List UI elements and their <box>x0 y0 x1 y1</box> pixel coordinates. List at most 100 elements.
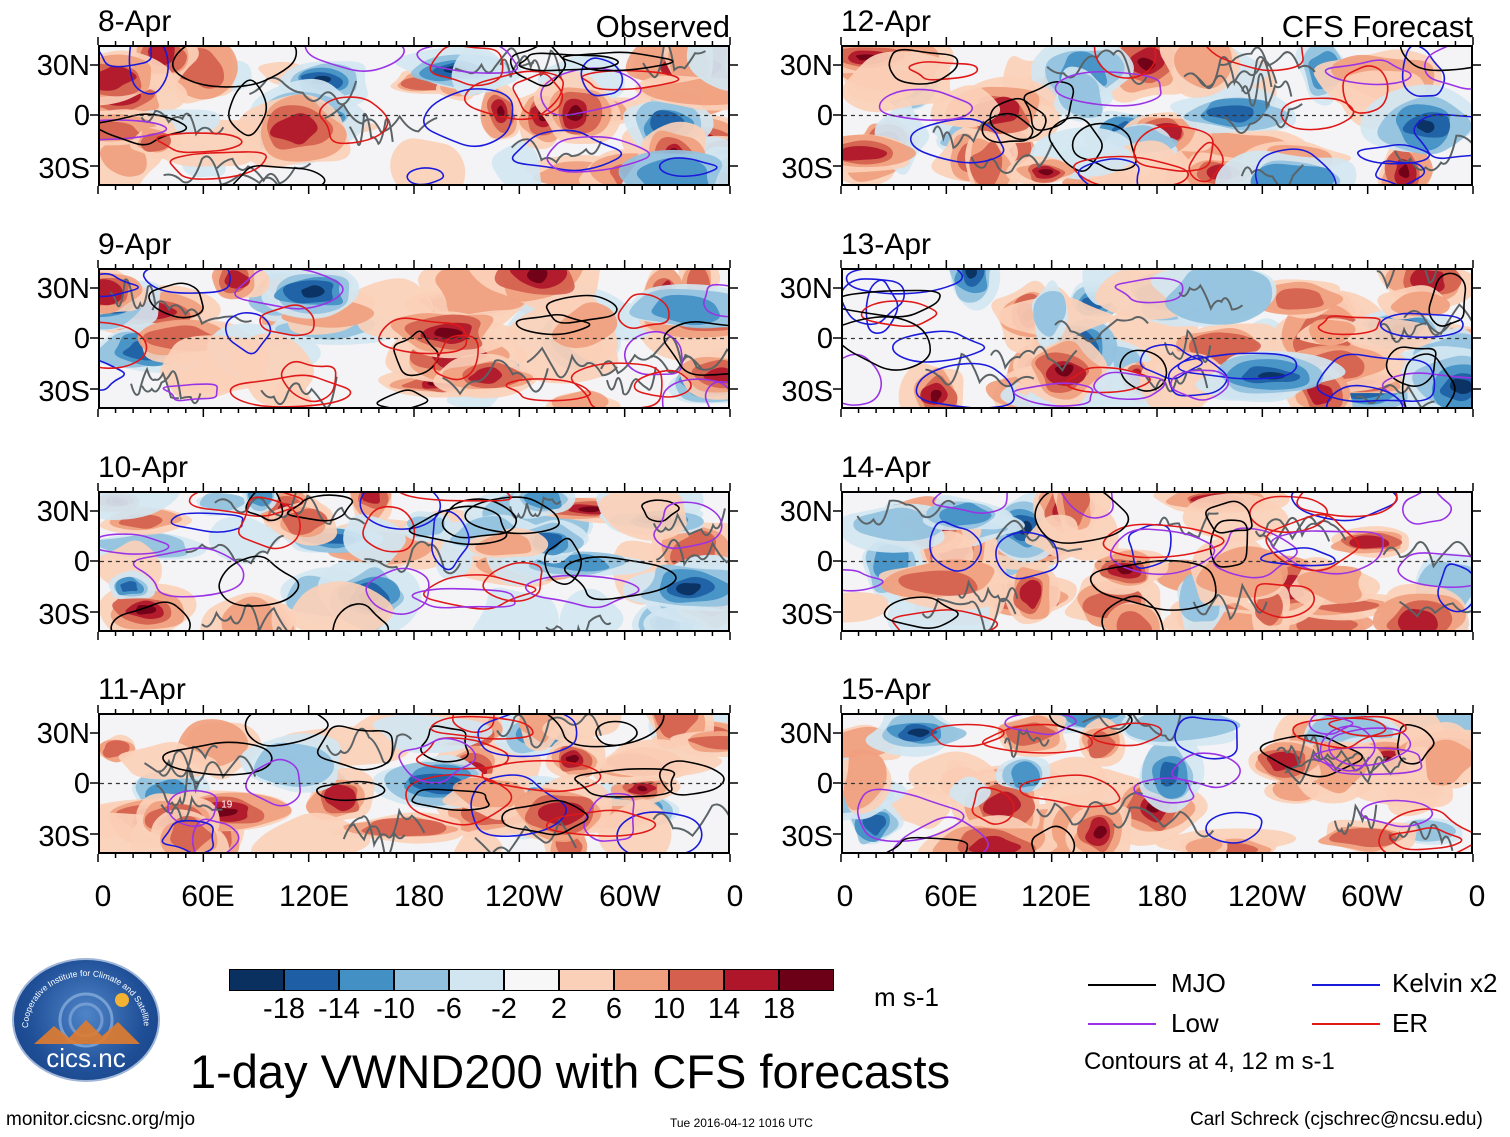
positive-anomaly-contour <box>475 533 532 556</box>
positive-anomaly-contour <box>542 715 622 742</box>
coastline <box>1219 47 1316 73</box>
kelvin-contour <box>423 88 514 148</box>
colorbar-tick-label: -6 <box>436 993 462 1025</box>
coastline <box>348 112 394 147</box>
lon-label: 180 <box>393 880 445 913</box>
positive-anomaly-contour <box>596 739 723 778</box>
coastline <box>1333 803 1378 835</box>
positive-anomaly-contour <box>170 815 212 852</box>
coastline <box>1240 164 1304 184</box>
mjo-contour <box>515 313 591 336</box>
mjo-contour <box>843 289 941 318</box>
legend-label-mjo: MJO <box>1171 968 1226 998</box>
er-contour <box>1092 722 1163 747</box>
low-contour <box>653 501 723 550</box>
lat-label: 0 <box>73 546 90 578</box>
low-contour <box>1171 752 1241 789</box>
colorbar-tick-label: -2 <box>491 993 517 1025</box>
map-panel <box>841 268 1473 409</box>
kelvin-contour <box>1254 148 1337 184</box>
positive-anomaly-contour <box>282 508 328 536</box>
lat-label: 0 <box>816 323 833 355</box>
colorbar-units: m s-1 <box>874 982 939 1012</box>
mjo-contour <box>888 48 959 85</box>
coastline <box>957 579 1019 603</box>
cicsnc-logo: Cooperative Institute for Climate and Sa… <box>12 958 160 1082</box>
low-contour <box>661 378 728 407</box>
negative-anomaly-contour <box>120 581 138 592</box>
footer-author: Carl Schreck (cjschrec@ncsu.edu) <box>1190 1109 1483 1130</box>
mjo-contour <box>1259 734 1364 778</box>
lon-label: 60W <box>1341 880 1403 913</box>
positive-anomaly-contour <box>1116 565 1134 575</box>
vwnd-field: 19 <box>100 715 728 852</box>
er-contour <box>1328 715 1407 738</box>
kelvin-contour <box>161 819 215 852</box>
positive-anomaly-contour <box>1275 288 1324 310</box>
er-contour <box>1317 315 1381 336</box>
colorbar-segment <box>449 969 504 991</box>
negative-anomaly-contour <box>1206 105 1254 123</box>
coastline <box>1191 55 1278 90</box>
coastline <box>925 352 1035 388</box>
colorbar-tick-label: -18 <box>263 993 305 1025</box>
lon-label: 0 <box>94 880 112 913</box>
er-contour <box>971 786 1015 825</box>
er-contour <box>481 759 602 793</box>
kelvin-contour <box>470 774 567 838</box>
er-contour <box>429 47 504 87</box>
positive-anomaly-contour <box>578 506 602 513</box>
colorbar-tick-label: 10 <box>652 993 686 1025</box>
lon-label: 0 <box>836 880 854 913</box>
legend-label-er: ER <box>1392 1008 1429 1038</box>
positive-anomaly-contour <box>269 113 318 145</box>
mjo-contour <box>227 79 268 137</box>
mjo-contour <box>408 505 508 546</box>
er-contour <box>433 334 479 381</box>
coastline <box>652 508 726 537</box>
low-contour <box>892 816 989 852</box>
mjo-contour <box>574 768 676 798</box>
lat-label: 30N <box>36 496 90 528</box>
panel-annotation: 19 <box>221 799 232 810</box>
mjo-contour <box>545 294 618 324</box>
vwnd-field <box>100 47 728 184</box>
kelvin-contour <box>1205 811 1263 844</box>
mjo-contour <box>244 715 329 747</box>
lat-label: 30S <box>38 153 90 185</box>
map-panel <box>841 491 1473 632</box>
vwnd-field <box>843 715 1471 852</box>
er-contour <box>570 362 663 407</box>
coastline <box>151 300 252 326</box>
coastline <box>970 142 1054 174</box>
positive-anomaly-contour <box>135 604 157 615</box>
coastline <box>1241 72 1293 110</box>
kelvin-contour <box>580 57 624 97</box>
low-contour <box>1093 371 1166 401</box>
negative-anomaly-contour <box>862 814 887 836</box>
mjo-contour <box>1399 47 1471 72</box>
coastline <box>201 603 288 630</box>
coastline <box>650 335 728 371</box>
positive-anomaly-contour <box>1087 731 1116 759</box>
positive-anomaly-contour <box>930 389 942 403</box>
coastline <box>214 493 305 519</box>
coastline <box>1403 303 1471 335</box>
low-contour <box>702 283 728 318</box>
panel-date-label: 14-Apr <box>841 451 932 484</box>
kelvin-contour <box>511 129 623 172</box>
positive-anomaly-contour <box>361 493 380 504</box>
lat-label: 0 <box>816 546 833 578</box>
coastline <box>1359 756 1407 784</box>
kelvin-contour <box>1077 158 1140 184</box>
kelvin-contour <box>891 330 986 363</box>
positive-anomaly-contour <box>527 270 548 284</box>
low-contour <box>100 533 170 555</box>
colorbar-segment <box>724 969 779 991</box>
figure-title: 1-day VWND200 with CFS forecasts <box>190 1045 951 1098</box>
kelvin-contour <box>1174 716 1238 760</box>
negative-anomaly-contour <box>100 493 180 521</box>
coastline <box>1223 103 1303 134</box>
panel-date-label: 12-Apr <box>841 5 932 38</box>
vwnd-field <box>100 270 728 407</box>
